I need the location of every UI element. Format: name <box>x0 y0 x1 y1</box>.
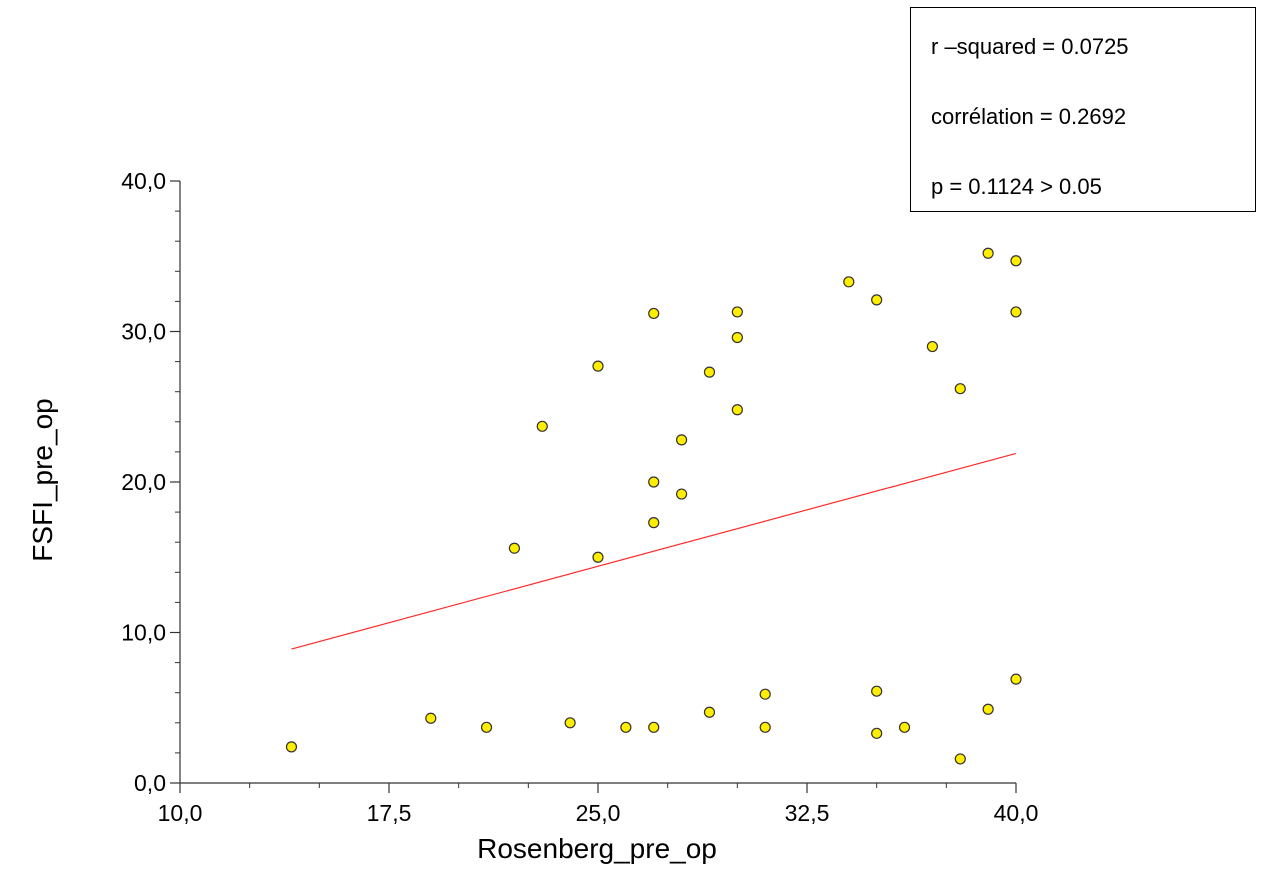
y-tick-label: 30,0 <box>121 319 166 345</box>
data-point <box>982 703 994 715</box>
p-value-text: p = 0.1124 > 0.05 <box>931 174 1102 199</box>
data-point <box>759 688 771 700</box>
x-tick-label: 25,0 <box>576 800 621 826</box>
axis-ticks <box>170 180 1017 793</box>
data-point <box>675 488 688 500</box>
data-point <box>1010 673 1022 685</box>
correlation-text: corrélation = 0.2692 <box>931 104 1127 129</box>
y-tick-label: 40,0 <box>121 168 166 194</box>
x-tick-label: 40,0 <box>994 800 1039 826</box>
data-point <box>731 306 743 318</box>
y-tick-label: 0,0 <box>134 770 166 796</box>
data-point <box>648 476 660 488</box>
data-point <box>703 366 716 378</box>
data-point <box>648 517 660 529</box>
data-point <box>731 331 743 344</box>
data-point <box>536 420 548 432</box>
x-tick-label: 32,5 <box>785 800 830 826</box>
data-point <box>703 706 716 718</box>
data-point <box>926 340 939 353</box>
data-point <box>480 721 493 733</box>
data-point <box>982 247 994 259</box>
x-tick-label: 10,0 <box>158 800 203 826</box>
data-point <box>759 721 771 733</box>
data-point <box>954 753 966 765</box>
data-point <box>564 717 576 729</box>
data-point <box>843 276 855 288</box>
tick-labels: 0,0 10,0 20,0 30,0 40,0 10,0 17,5 25,0 32,5 40,0 <box>121 168 1038 826</box>
data-point <box>592 551 604 563</box>
data-point <box>648 307 660 320</box>
data-point <box>1010 306 1022 318</box>
data-point <box>871 727 883 739</box>
data-point <box>1010 255 1022 267</box>
regression-line <box>291 452 1017 650</box>
data-point <box>675 434 688 446</box>
data-point <box>731 404 743 416</box>
y-axis-title: FSFI_pre_op <box>27 398 58 561</box>
data-point <box>620 721 632 733</box>
data-point <box>285 741 298 753</box>
data-point <box>898 721 911 733</box>
x-tick-label: 17,5 <box>367 800 412 826</box>
statistics-box: r –squared = 0.0725 corrélation = 0.2692… <box>910 7 1256 212</box>
x-axis-title: Rosenberg_pre_op <box>477 833 717 864</box>
y-tick-label: 10,0 <box>121 620 166 646</box>
data-point <box>425 712 437 724</box>
data-point <box>871 294 883 306</box>
data-point <box>648 721 660 733</box>
data-point <box>954 383 966 395</box>
data-point <box>592 360 604 372</box>
axes <box>179 181 1016 784</box>
y-tick-label: 20,0 <box>121 469 166 495</box>
data-points <box>285 247 1022 765</box>
data-point <box>871 685 883 697</box>
r-squared-text: r –squared = 0.0725 <box>931 34 1129 59</box>
data-point <box>508 542 521 554</box>
